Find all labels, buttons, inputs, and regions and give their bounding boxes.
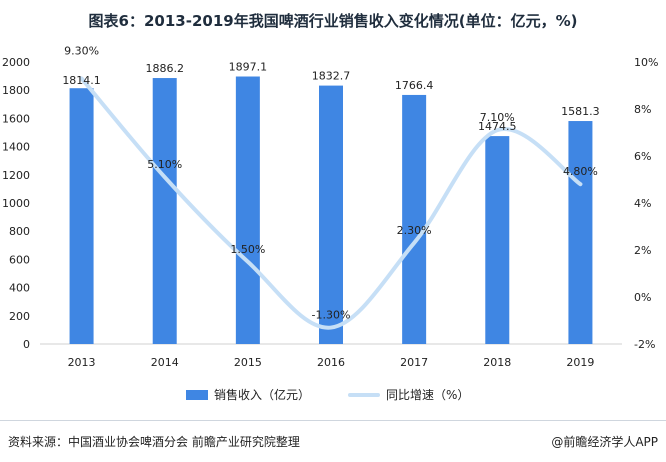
line-data-label: 1.50% [230, 243, 265, 256]
y-right-tick-label: 10% [634, 56, 658, 69]
line-data-label: 4.80% [563, 165, 598, 178]
y-right-tick-label: -2% [634, 338, 655, 351]
x-tick-label: 2015 [234, 356, 262, 369]
y-left-tick-label: 1800 [2, 84, 30, 97]
line-data-label: 2.30% [397, 224, 432, 237]
y-right-tick-label: 2% [634, 244, 651, 257]
line-data-label: -1.30% [312, 309, 351, 322]
line-data-label: 9.30% [64, 44, 99, 57]
bar-data-label: 1897.1 [229, 61, 268, 74]
bar-data-label: 1832.7 [312, 70, 351, 83]
y-left-tick-label: 800 [9, 225, 30, 238]
legend-bar-swatch [186, 390, 208, 400]
bar [235, 76, 260, 344]
bar-data-label: 1766.4 [395, 79, 434, 92]
y-left-tick-label: 1200 [2, 169, 30, 182]
y-left-tick-label: 1000 [2, 197, 30, 210]
line-data-label: 7.10% [480, 111, 515, 124]
y-left-tick-label: 600 [9, 253, 30, 266]
bar-data-label: 1474.5 [478, 120, 517, 133]
y-left-tick-label: 1600 [2, 112, 30, 125]
line-data-label: 5.10% [147, 158, 182, 171]
y-right-tick-label: 6% [634, 150, 651, 163]
bar [319, 85, 343, 345]
growth-line [79, 76, 583, 330]
x-tick-label: 2013 [68, 356, 96, 369]
bar [152, 78, 177, 344]
legend-line-label: 同比增速（%） [386, 388, 469, 402]
x-tick-label: 2017 [400, 356, 428, 369]
y-left-tick-label: 2000 [2, 56, 30, 69]
x-tick-label: 2018 [483, 356, 511, 369]
y-left-tick-label: 0 [23, 338, 30, 351]
y-left-tick-label: 200 [9, 310, 30, 323]
y-left-tick-label: 1400 [2, 141, 30, 154]
y-left-tick-label: 400 [9, 282, 30, 295]
x-tick-label: 2014 [151, 356, 179, 369]
x-tick-label: 2019 [566, 356, 594, 369]
bar-data-label: 1814.1 [62, 74, 101, 87]
bar [69, 88, 94, 344]
credit-note: @前瞻经济学人APP [551, 435, 658, 449]
bar-data-label: 1581.3 [561, 105, 600, 118]
footer-divider [0, 420, 666, 421]
chart-title: 图表6：2013-2019年我国啤酒行业销售收入变化情况(单位：亿元，%) [88, 12, 578, 30]
source-note: 资料来源：中国酒业协会啤酒分会 前瞻产业研究院整理 [8, 435, 300, 449]
y-right-tick-label: 4% [634, 197, 651, 210]
legend-bar-label: 销售收入（亿元） [214, 387, 310, 402]
y-right-tick-label: 8% [634, 103, 651, 116]
bar [402, 94, 427, 345]
bar [485, 136, 510, 344]
y-right-tick-label: 0% [634, 291, 651, 304]
bar [568, 121, 593, 344]
x-tick-label: 2016 [317, 356, 345, 369]
bar-data-label: 1886.2 [145, 62, 184, 75]
